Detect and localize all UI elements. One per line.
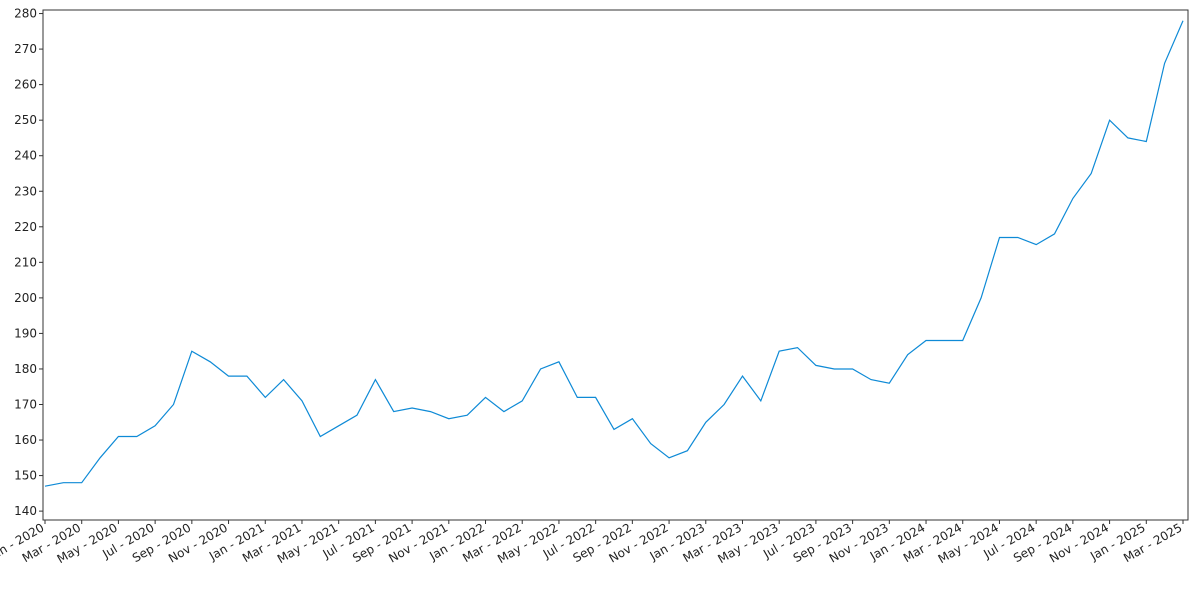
y-tick-label: 220: [14, 220, 37, 234]
y-tick-label: 150: [14, 469, 37, 483]
y-tick-label: 160: [14, 433, 37, 447]
y-tick-label: 170: [14, 397, 37, 411]
y-tick-label: 210: [14, 255, 37, 269]
y-tick-label: 140: [14, 504, 37, 518]
y-tick-label: 240: [14, 149, 37, 163]
y-tick-label: 280: [14, 7, 37, 21]
plot-frame: [42, 9, 1189, 521]
y-tick-label: 230: [14, 184, 37, 198]
y-tick-label: 190: [14, 326, 37, 340]
y-tick-label: 270: [14, 42, 37, 56]
y-tick-label: 200: [14, 291, 37, 305]
y-tick-label: 260: [14, 78, 37, 92]
y-tick-label: 250: [14, 113, 37, 127]
y-tick-label: 180: [14, 362, 37, 376]
price-line: [44, 20, 1184, 487]
